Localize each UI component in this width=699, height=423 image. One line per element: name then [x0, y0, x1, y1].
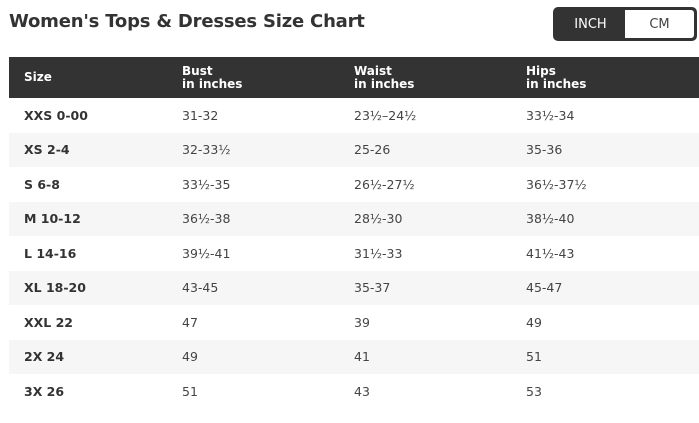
cell-hips: 36½-37½: [526, 176, 587, 192]
cell-hips: 53: [526, 383, 542, 399]
unit-cm-button[interactable]: CM: [625, 10, 694, 38]
cell-size: XXS 0-00: [24, 107, 88, 123]
column-header-label: Waist: [354, 63, 392, 78]
cell-waist: 25-26: [354, 132, 526, 167]
table-row: 2X 24 49 41 51: [9, 339, 699, 374]
cell-hips: 33½-34: [526, 107, 575, 123]
column-header-waist: Waist in inches: [354, 57, 526, 98]
column-header-bust: Bust in inches: [182, 57, 354, 98]
column-header-hips: Hips in inches: [526, 57, 699, 98]
cell-hips: 41½-43: [526, 245, 575, 261]
cell-waist: 23½–24½: [354, 107, 417, 123]
cell-bust: 49: [182, 339, 354, 374]
table-row: XXL 22 47 39 49: [9, 305, 699, 340]
cell-size: XS 2-4: [9, 132, 182, 167]
column-header-label: Hips: [526, 63, 556, 78]
cell-bust: 51: [182, 383, 198, 399]
cell-waist: 31½-33: [354, 245, 403, 261]
cell-size: XXL 22: [24, 314, 73, 330]
cell-hips: 51: [526, 339, 699, 374]
cell-waist: 43: [354, 383, 370, 399]
cell-waist: 26½-27½: [354, 176, 415, 192]
cell-waist: 41: [354, 339, 526, 374]
column-header-label: Bust: [182, 63, 213, 78]
cell-size: L 14-16: [24, 245, 77, 261]
cell-hips: 45-47: [526, 270, 699, 305]
table-row: M 10-12 36½-38 28½-30 38½-40: [9, 201, 699, 236]
cell-hips: 49: [526, 314, 542, 330]
size-chart-table: Size Bust in inches Waist in inches Hips in in…: [9, 57, 699, 409]
table-row: L 14-16 39½-41 31½-33 41½-43: [9, 236, 699, 271]
table-row: 3X 26 51 43 53: [9, 374, 699, 409]
cell-size: XL 18-20: [9, 270, 182, 305]
cell-bust: 47: [182, 314, 198, 330]
table-row: S 6-8 33½-35 26½-27½ 36½-37½: [9, 167, 699, 202]
cell-bust: 36½-38: [182, 201, 354, 236]
cell-bust: 32-33½: [182, 132, 354, 167]
cell-waist: 39: [354, 314, 370, 330]
cell-bust: 33½-35: [182, 176, 231, 192]
column-header-size: Size: [9, 57, 182, 98]
table-row: XS 2-4 32-33½ 25-26 35-36: [9, 132, 699, 167]
cell-waist: 28½-30: [354, 201, 526, 236]
cell-waist: 35-37: [354, 270, 526, 305]
cell-bust: 31-32: [182, 107, 219, 123]
cell-hips: 35-36: [526, 132, 699, 167]
cell-size: S 6-8: [24, 176, 60, 192]
table-header-row: Size Bust in inches Waist in inches Hips in in…: [9, 57, 699, 98]
cell-bust: 43-45: [182, 270, 354, 305]
unit-toggle: INCH CM: [553, 7, 697, 41]
column-header-unit: in inches: [526, 76, 587, 91]
column-header-label: Size: [24, 70, 52, 84]
column-header-unit: in inches: [354, 76, 415, 91]
table-row: XXS 0-00 31-32 23½–24½ 33½-34: [9, 98, 699, 133]
column-header-unit: in inches: [182, 76, 243, 91]
cell-size: 3X 26: [24, 383, 65, 399]
unit-inch-button[interactable]: INCH: [574, 16, 607, 32]
cell-hips: 38½-40: [526, 201, 699, 236]
page-title: Women's Tops & Dresses Size Chart: [9, 11, 365, 32]
cell-size: 2X 24: [9, 339, 182, 374]
table-row: XL 18-20 43-45 35-37 45-47: [9, 270, 699, 305]
cell-bust: 39½-41: [182, 245, 231, 261]
cell-size: M 10-12: [9, 201, 182, 236]
